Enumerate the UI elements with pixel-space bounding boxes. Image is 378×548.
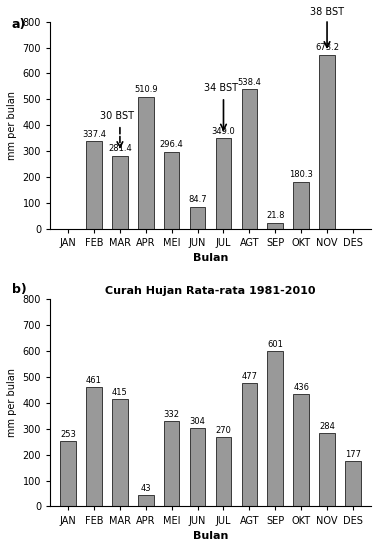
Text: 38 BST: 38 BST xyxy=(310,7,344,16)
Bar xyxy=(268,223,283,229)
Bar xyxy=(60,441,76,506)
Text: a): a) xyxy=(11,18,26,31)
Bar xyxy=(319,55,335,229)
Bar xyxy=(86,387,102,506)
Text: b): b) xyxy=(11,283,26,296)
Text: 177: 177 xyxy=(345,449,361,459)
Bar xyxy=(138,96,153,229)
Bar xyxy=(164,420,180,506)
Text: 180.3: 180.3 xyxy=(289,170,313,180)
Text: 284: 284 xyxy=(319,422,335,431)
Bar xyxy=(216,139,231,229)
Bar xyxy=(190,428,205,506)
Text: 281.4: 281.4 xyxy=(108,144,132,153)
Text: 253: 253 xyxy=(60,430,76,439)
Text: 304: 304 xyxy=(190,416,206,426)
Text: 349.0: 349.0 xyxy=(212,127,235,136)
Bar xyxy=(345,461,361,506)
Bar xyxy=(319,433,335,506)
Bar xyxy=(242,89,257,229)
Bar xyxy=(112,399,128,506)
Bar xyxy=(86,141,102,229)
Bar xyxy=(268,351,283,506)
Text: 43: 43 xyxy=(141,484,151,493)
Text: 296.4: 296.4 xyxy=(160,140,184,150)
Text: 461: 461 xyxy=(86,376,102,385)
Text: 332: 332 xyxy=(164,409,180,419)
Bar xyxy=(242,383,257,506)
Bar xyxy=(112,156,128,229)
Bar xyxy=(164,152,180,229)
Text: 415: 415 xyxy=(112,388,128,397)
Text: 34 BST: 34 BST xyxy=(204,83,238,93)
Text: 21.8: 21.8 xyxy=(266,212,285,220)
Text: 477: 477 xyxy=(242,372,257,381)
Text: 673.2: 673.2 xyxy=(315,43,339,52)
Bar xyxy=(293,182,309,229)
Text: 337.4: 337.4 xyxy=(82,130,106,139)
Title: Curah Hujan Rata-rata 1981-2010: Curah Hujan Rata-rata 1981-2010 xyxy=(105,286,316,296)
Text: 30 BST: 30 BST xyxy=(100,111,134,121)
Text: 270: 270 xyxy=(215,426,231,435)
X-axis label: Bulan: Bulan xyxy=(193,531,228,541)
X-axis label: Bulan: Bulan xyxy=(193,253,228,263)
Text: 84.7: 84.7 xyxy=(188,195,207,204)
Text: 510.9: 510.9 xyxy=(134,85,158,94)
Y-axis label: mm per bulan: mm per bulan xyxy=(7,91,17,159)
Bar xyxy=(138,495,153,506)
Bar xyxy=(216,437,231,506)
Y-axis label: mm per bulan: mm per bulan xyxy=(7,368,17,437)
Text: 436: 436 xyxy=(293,383,309,392)
Bar xyxy=(190,207,205,229)
Text: 601: 601 xyxy=(267,340,283,349)
Bar xyxy=(293,393,309,506)
Text: 538.4: 538.4 xyxy=(237,78,261,87)
